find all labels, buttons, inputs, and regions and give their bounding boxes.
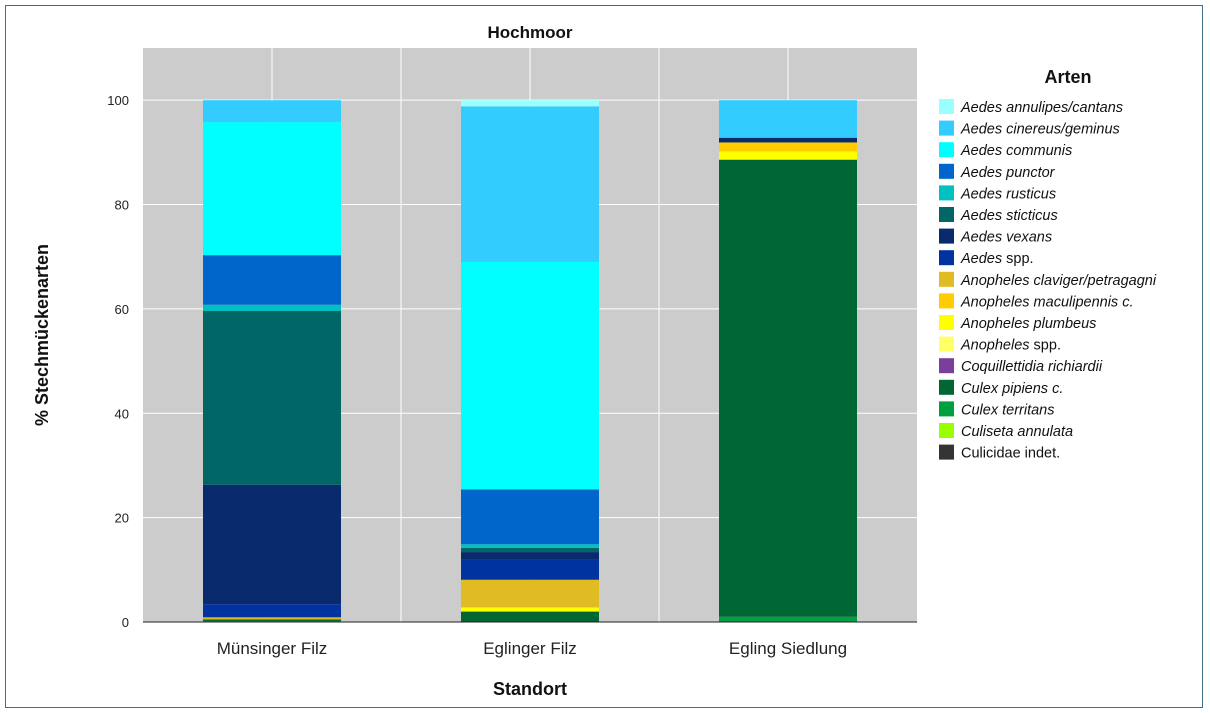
legend-item-label: Aedes punctor [960,165,1056,181]
legend-swatch [939,336,954,352]
bar-segment [203,310,341,485]
bar-segment [461,489,599,545]
legend: Arten Aedes annulipes/cantans Aedes ciner… [939,67,1157,462]
x-tick-label: Egling Siedlung [729,639,847,658]
bar-segment [203,100,341,123]
x-tick-label: Eglinger Filz [483,639,577,658]
bar-segment [461,611,599,622]
legend-item-label: Culex territans [961,402,1054,418]
bar-segment [203,619,341,621]
bar-segment [461,607,599,612]
legend-item-label: Aedes spp. [960,251,1034,267]
legend-swatch [939,401,954,417]
legend-item-label: Aedes rusticus [960,186,1056,202]
legend-swatch [939,163,954,179]
bar-segment [719,159,857,617]
y-tick-label: 40 [115,406,129,421]
bar-segment [461,544,599,548]
bar-segment [461,579,599,608]
legend-item-label: Coquillettidia richiardii [961,359,1103,375]
bar-segment [203,255,341,305]
bar-segment [203,122,341,256]
legend-swatch [939,423,954,438]
y-axis-ticks: 0 20 40 60 80 100 [107,93,129,630]
legend-swatch [939,207,954,222]
legend-title: Arten [1044,67,1091,87]
bar-segment [461,559,599,580]
legend-item-label: Anopheles plumbeus [960,316,1096,332]
bar-segment [203,304,341,311]
y-tick-label: 0 [122,615,129,630]
y-tick-label: 60 [115,302,129,317]
y-tick-label: 80 [115,198,129,213]
legend-item-label: Aedes cinereus/geminus [960,122,1120,138]
bar-segment [719,151,857,160]
legend-swatch [939,271,954,287]
legend-item-label: Culex pipiens c. [961,381,1063,397]
x-axis-label: Standort [493,679,567,699]
bar-segment [719,616,857,622]
bar-segment [719,142,857,152]
legend-item-label: Aedes communis [960,143,1072,159]
legend-swatch [939,99,954,114]
bar-segment [461,261,599,490]
chart-title: Hochmoor [488,23,573,42]
bar-segment [203,620,341,622]
stacked-bar-chart: 0 20 40 60 80 100 Münsinger Filz Eglinger Filz… [32,23,1157,699]
legend-item-label: Aedes vexans [960,230,1052,246]
legend-item-label: Anopheles maculipennis c. [960,294,1134,310]
legend-item-label: Aedes sticticus [960,208,1058,224]
legend-swatch [939,142,954,158]
chart-frame: 0 20 40 60 80 100 Münsinger Filz Eglinger Filz… [5,5,1203,708]
legend-swatch [939,228,954,244]
bar-segment [461,106,599,262]
bars [203,100,857,622]
legend-swatch [939,250,954,266]
bar-segment [461,100,599,107]
bar-segment [719,137,857,143]
y-tick-label: 100 [107,93,129,108]
legend-swatch [939,379,954,395]
legend-item-label: Aedes annulipes/cantans [960,100,1123,116]
legend-swatch [939,185,954,201]
x-tick-label: Münsinger Filz [217,639,328,658]
bar-segment [203,484,341,605]
legend-swatch [939,315,954,330]
legend-item-label: Anopheles spp. [960,338,1061,354]
x-axis-ticks: Münsinger Filz Eglinger Filz Egling Siedlu… [217,639,847,658]
bar-segment [461,547,599,553]
bar-segment [719,100,857,138]
legend-swatch [939,120,954,136]
bar-segment [203,604,341,618]
legend-swatch [939,293,954,309]
y-axis-label: % Stechmückenarten [32,244,52,426]
legend-item-label: Anopheles claviger/petragagni [960,273,1157,289]
legend-item-label: Culiseta annulata [961,424,1073,440]
bar-segment [461,552,599,560]
bar-segment [203,617,341,620]
legend-swatch [939,358,954,374]
legend-swatch [939,444,954,460]
legend-item-label: Culicidae indet. [961,446,1060,462]
y-tick-label: 20 [115,511,129,526]
